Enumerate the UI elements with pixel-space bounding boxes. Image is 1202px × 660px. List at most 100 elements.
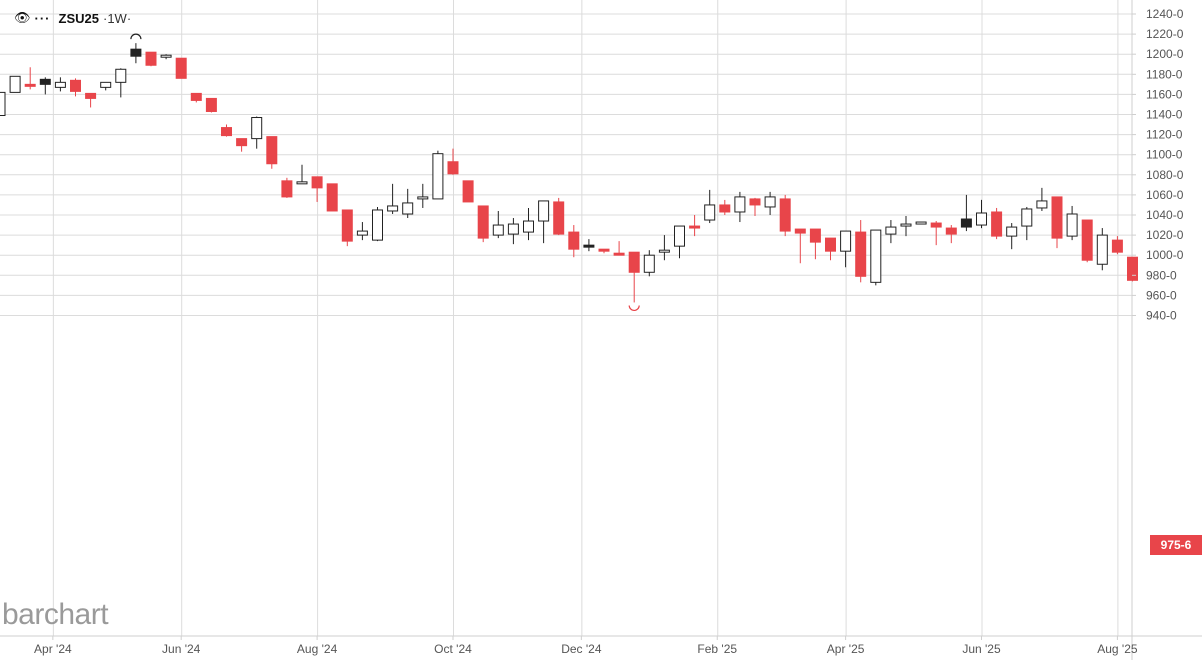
extreme-markers [130, 33, 640, 311]
candle-body [85, 92, 97, 99]
y-tick-label: 980-0 [1146, 268, 1177, 282]
y-tick-label: 1180-0 [1146, 67, 1183, 81]
candle-body [658, 249, 670, 253]
candle-body [779, 198, 791, 232]
candle-body [447, 161, 459, 175]
candle [39, 77, 51, 95]
candle [704, 189, 716, 224]
candle-body [432, 153, 444, 200]
candle-body [115, 68, 127, 83]
x-tick-label: Apr '25 [827, 642, 865, 656]
candle-body [1127, 256, 1138, 281]
symbol-label[interactable]: ZSU25 [58, 10, 99, 26]
candle [809, 228, 821, 260]
candle-body [809, 228, 821, 243]
y-tick-label: 1200-0 [1146, 47, 1184, 61]
candle-body [356, 230, 368, 236]
interval-label[interactable]: ·1W· [102, 10, 132, 26]
candle-body [387, 205, 399, 212]
candle [855, 220, 867, 283]
candle [447, 148, 459, 175]
candle-body [477, 205, 489, 239]
candle-body [251, 117, 263, 140]
more-options-icon[interactable]: ··· [34, 10, 51, 26]
candle-body [538, 200, 550, 222]
candle [356, 222, 368, 241]
candle-body [341, 209, 353, 242]
high-marker [130, 33, 142, 40]
candle [825, 237, 836, 261]
candle-body [372, 209, 383, 241]
candle-body [175, 57, 187, 79]
candle [311, 176, 323, 202]
candle-body [9, 75, 21, 93]
candle-body [70, 79, 81, 92]
time-axis[interactable]: Apr '24 Jun '24 Aug '24 Oct '24 Dec '24 Feb '… [34, 636, 1138, 656]
candle [976, 199, 987, 229]
candle-body [39, 78, 51, 85]
x-tick-label: Jun '24 [162, 642, 201, 656]
candle-body [598, 248, 610, 252]
candle [719, 199, 731, 215]
candle [1006, 223, 1018, 250]
x-tick-label: Feb '25 [697, 642, 737, 656]
candle [960, 194, 972, 232]
candle [341, 209, 353, 247]
candle-body [311, 176, 323, 189]
candle [674, 225, 685, 259]
low-marker [628, 305, 640, 311]
candle [281, 177, 293, 198]
candle [779, 194, 791, 237]
candle-body [991, 211, 1003, 237]
candle [538, 200, 550, 244]
y-tick-label: 1140-0 [1146, 108, 1183, 122]
candle [221, 124, 232, 137]
candle [160, 54, 172, 60]
candle [85, 92, 97, 108]
candle-body [976, 212, 987, 226]
candle-body [553, 201, 565, 235]
candle [764, 191, 776, 215]
candle [870, 229, 882, 286]
candle-body [764, 196, 776, 208]
y-tick-label: 1000-0 [1146, 248, 1184, 262]
candle-body [915, 221, 927, 225]
candle [115, 68, 127, 98]
x-tick-label: Aug '24 [297, 642, 338, 656]
candle-body [1036, 200, 1048, 209]
candle [749, 197, 761, 217]
y-tick-label: 1080-0 [1146, 168, 1184, 182]
eye-icon[interactable]: 👁 [14, 10, 31, 25]
candle [734, 191, 746, 223]
last-price-tag: 975-6 [1150, 535, 1202, 555]
candle [1021, 206, 1033, 241]
candle-body [130, 48, 142, 57]
candle-body [794, 228, 806, 234]
candle-body [492, 224, 504, 236]
candle-body [160, 54, 172, 58]
candle-body [689, 225, 701, 229]
candle [417, 183, 429, 208]
x-tick-label: Apr '24 [34, 642, 72, 656]
y-tick-label: 1160-0 [1146, 87, 1183, 101]
candle-body [462, 180, 474, 203]
price-axis[interactable]: 940-0 960-0 980-0 1000-0 1020-0 1040-0 1060-0 1… [1132, 7, 1184, 323]
candle [507, 218, 519, 245]
candle [462, 180, 474, 203]
chart-header: 👁 ··· ZSU25 ·1W· [14, 8, 131, 28]
candle-body [628, 251, 640, 273]
y-tick-label: 1040-0 [1146, 208, 1184, 222]
candle [658, 235, 670, 261]
candle-body [190, 92, 202, 101]
y-tick-label: 960-0 [1146, 288, 1177, 302]
candle [553, 197, 565, 236]
candle-body [1081, 219, 1093, 261]
candles [0, 43, 1138, 303]
candle-body [417, 196, 429, 200]
candle [900, 216, 912, 237]
candle [1066, 205, 1078, 241]
x-tick-label: Jun '25 [962, 642, 1001, 656]
candle [251, 116, 263, 149]
